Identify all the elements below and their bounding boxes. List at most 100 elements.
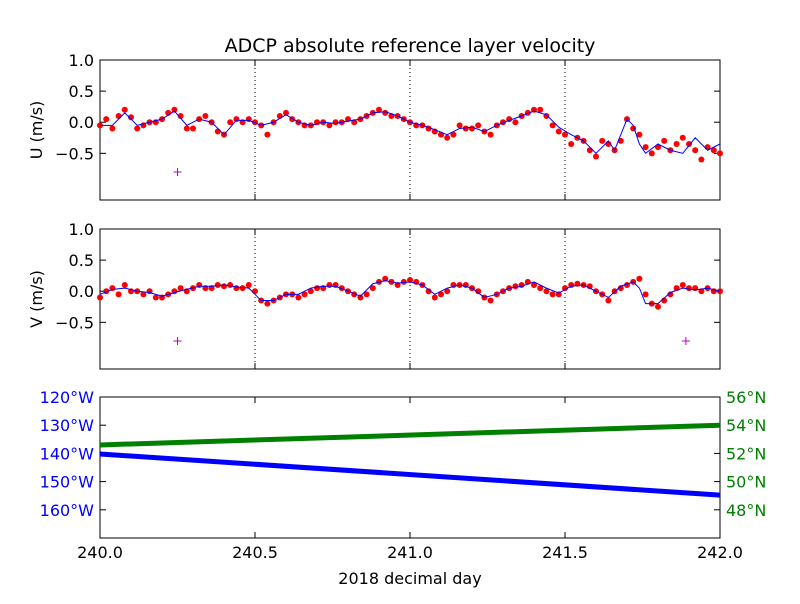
latitude-track (99, 422, 721, 448)
data-point (214, 282, 221, 288)
data-point (599, 137, 606, 144)
data-point (487, 297, 494, 304)
y-tick-label: 1.0 (69, 51, 94, 70)
data-point (655, 303, 661, 310)
lon-tick-label: 140°W (40, 444, 95, 463)
data-point (692, 147, 699, 154)
data-point (679, 134, 686, 141)
lat-tick-label: 56°N (726, 388, 766, 407)
x-tick-label: 240.5 (232, 543, 278, 562)
panel-u-markers (173, 168, 182, 176)
y-tick-label: −0.5 (55, 144, 94, 163)
data-point (686, 285, 692, 292)
data-point (555, 128, 562, 135)
data-point (636, 131, 643, 138)
panel-u: 1.0 0.5 0.0 −0.5 U (m/s) (27, 51, 723, 201)
data-point (332, 119, 339, 126)
y-tick-label: 1.0 (69, 220, 94, 239)
panel-u-grid (254, 60, 566, 200)
data-point (227, 119, 234, 126)
data-point (121, 282, 128, 288)
lat-tick-label: 52°N (726, 444, 766, 463)
panel-v-markers (173, 337, 690, 345)
lat-tick-label: 54°N (726, 416, 766, 435)
data-point (512, 283, 519, 290)
data-point (363, 291, 370, 298)
panel-v-ylabel: V (m/s) (27, 270, 46, 328)
data-point (214, 128, 221, 135)
lon-tick-label: 160°W (40, 501, 95, 520)
data-point (400, 278, 407, 285)
panel-v-points (97, 275, 723, 310)
y-tick-label: 0.0 (69, 282, 94, 301)
data-point (115, 113, 122, 119)
data-point (301, 291, 308, 298)
data-point (438, 291, 444, 298)
data-point (382, 275, 389, 282)
data-point (283, 109, 289, 116)
data-point (543, 288, 550, 295)
data-point (562, 131, 568, 138)
lon-tick-label: 150°W (40, 473, 95, 492)
data-point (456, 122, 463, 129)
chart-title: ADCP absolute reference layer velocity (225, 35, 596, 57)
data-point (605, 297, 612, 304)
data-point (252, 288, 258, 295)
data-point (698, 156, 705, 163)
panel-u-yticks: 1.0 0.5 0.0 −0.5 (55, 51, 720, 200)
data-point (679, 282, 686, 288)
panel-v: 1.0 0.5 0.0 −0.5 V (m/s) (27, 220, 723, 370)
data-point (134, 125, 141, 132)
data-point (586, 147, 593, 154)
data-point (140, 291, 147, 298)
data-point (462, 125, 469, 132)
data-point (264, 131, 271, 138)
panel-u-ylabel: U (m/s) (27, 101, 46, 160)
y-tick-label: −0.5 (55, 313, 94, 332)
panel-u-line (100, 110, 721, 155)
data-point (171, 106, 178, 113)
data-point (444, 288, 451, 295)
data-point (221, 283, 227, 290)
data-point (177, 285, 184, 292)
data-point (307, 288, 314, 295)
data-point (487, 131, 494, 138)
data-point (115, 291, 122, 298)
panel-position-frame (99, 396, 721, 539)
data-point (531, 282, 537, 288)
panel-v-grid (254, 229, 566, 369)
panel-position-lat-ticks: 56°N 54°N 52°N 50°N 48°N (714, 388, 766, 520)
data-point (549, 291, 556, 298)
data-point (227, 282, 234, 288)
data-point (717, 150, 723, 157)
data-point (562, 285, 568, 292)
panel-v-line (99, 280, 721, 305)
panel-u-points (97, 106, 723, 163)
data-point (369, 285, 376, 292)
data-point (450, 131, 457, 138)
data-point (661, 137, 668, 144)
data-point (394, 282, 401, 288)
data-point (245, 282, 252, 288)
data-point (97, 294, 103, 301)
data-point (295, 294, 302, 301)
data-point (642, 291, 649, 298)
data-point (264, 300, 271, 307)
data-point (233, 285, 240, 292)
data-point (444, 134, 451, 141)
data-point (109, 125, 116, 132)
data-point (512, 119, 519, 126)
data-point (673, 141, 680, 147)
y-tick-label: 0.0 (69, 113, 94, 132)
data-point (425, 288, 432, 295)
panel-position-lon-ticks: 120°W 130°W 140°W 150°W 160°W (40, 388, 106, 520)
y-tick-label: 0.5 (69, 251, 94, 270)
x-tick-label: 241.0 (387, 543, 433, 562)
data-point (407, 277, 413, 284)
data-point (710, 147, 717, 154)
data-point (190, 125, 196, 132)
data-point (202, 113, 209, 119)
lat-tick-label: 50°N (726, 473, 766, 492)
data-point (183, 125, 190, 132)
